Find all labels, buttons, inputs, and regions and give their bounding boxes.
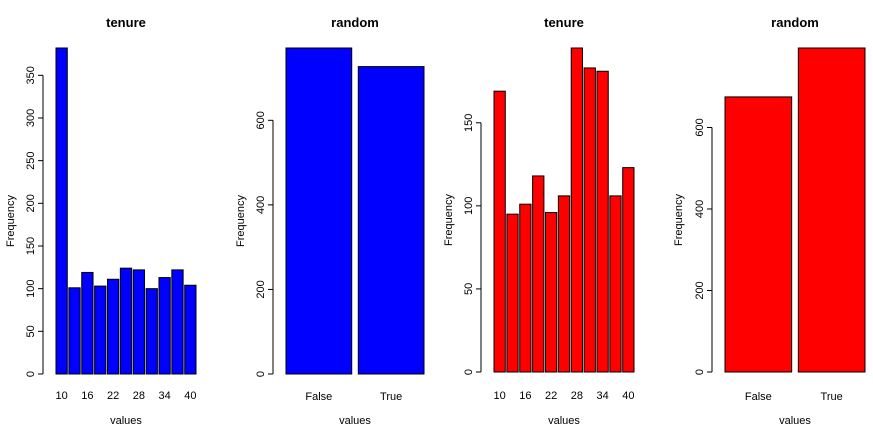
bar (119, 267, 133, 375)
x-tick-label: 34 (158, 390, 170, 402)
chart-panel-4: random Frequency 0 200 400 600 False True values (673, 15, 866, 427)
x-tick-label: 28 (133, 390, 145, 402)
bar (583, 67, 596, 373)
x-tick-label: 16 (519, 390, 531, 402)
y-tick-label: 150 (463, 114, 475, 132)
bar (506, 213, 519, 373)
bar (532, 175, 545, 373)
x-tick-label: 40 (184, 390, 196, 402)
bar (158, 277, 171, 375)
x-tick-label: 22 (545, 390, 557, 402)
y-tick-label: 400 (694, 200, 706, 218)
bar (81, 271, 94, 375)
bar (184, 284, 197, 375)
y-axis-label: Frequency (5, 195, 17, 247)
bar (94, 285, 107, 375)
x-tick-label: 10 (494, 390, 506, 402)
x-tick-label: 10 (56, 390, 68, 402)
y-axis-label: Frequency (673, 194, 685, 246)
y-tick-label: 200 (25, 194, 37, 212)
chart-title: random (331, 15, 379, 30)
x-tick-label: 28 (571, 390, 583, 402)
chart-title: tenure (544, 15, 584, 30)
bar (493, 90, 506, 373)
x-tick-label: 34 (596, 390, 608, 402)
y-tick-label: 200 (694, 281, 706, 299)
chart-title: tenure (106, 15, 146, 30)
chart-panel-3: tenure Frequency 0 50 100 150 10 16 22 28 34 40 valu… (443, 15, 635, 427)
y-tick-label: 300 (25, 109, 37, 127)
y-tick-label: 100 (25, 279, 37, 297)
bar (285, 47, 353, 375)
x-tick-label: False (305, 391, 332, 403)
bar (145, 288, 158, 375)
y-tick-label: 250 (25, 151, 37, 169)
bar (622, 167, 635, 373)
y-tick-label: 100 (463, 197, 475, 215)
bar (570, 47, 584, 373)
bar (557, 195, 571, 373)
x-axis-label: values (548, 415, 580, 427)
x-axis-label: values (339, 415, 371, 427)
y-tick-label: 200 (255, 280, 267, 298)
bar (106, 278, 120, 375)
bar (724, 96, 793, 373)
chart-panel-1: tenure Frequency 0 50 100 150 200 250 300 350 10 16… (5, 15, 197, 427)
x-axis-label: values (779, 415, 811, 427)
y-tick-label: 0 (255, 371, 267, 377)
y-tick-label: 350 (25, 66, 37, 84)
y-tick-label: 0 (25, 371, 37, 377)
chart-panel-2: random Frequency 0 200 400 600 False True values (235, 15, 425, 427)
bar (797, 47, 866, 373)
x-tick-label: 22 (107, 390, 119, 402)
bar (357, 66, 425, 375)
y-axis-label: Frequency (235, 195, 247, 247)
y-tick-label: 50 (25, 325, 37, 337)
x-tick-label: 40 (622, 390, 634, 402)
y-tick-label: 600 (694, 118, 706, 136)
y-tick-label: 0 (463, 369, 475, 375)
bar (55, 47, 68, 375)
y-tick-label: 50 (463, 283, 475, 295)
y-tick-label: 600 (255, 111, 267, 129)
bar (171, 269, 184, 375)
y-tick-label: 150 (25, 237, 37, 255)
bar (132, 269, 146, 375)
x-axis-label: values (110, 415, 142, 427)
x-tick-label: True (821, 391, 843, 403)
bar (519, 203, 532, 373)
bar (609, 195, 622, 373)
y-axis-label: Frequency (443, 194, 455, 246)
bar (68, 287, 81, 375)
x-tick-label: False (745, 391, 772, 403)
bar (544, 211, 558, 373)
x-tick-label: True (380, 391, 402, 403)
chart-title: random (771, 15, 819, 30)
y-tick-label: 400 (255, 196, 267, 214)
x-tick-label: 16 (81, 390, 93, 402)
y-tick-label: 0 (694, 369, 706, 375)
bar (596, 70, 609, 373)
